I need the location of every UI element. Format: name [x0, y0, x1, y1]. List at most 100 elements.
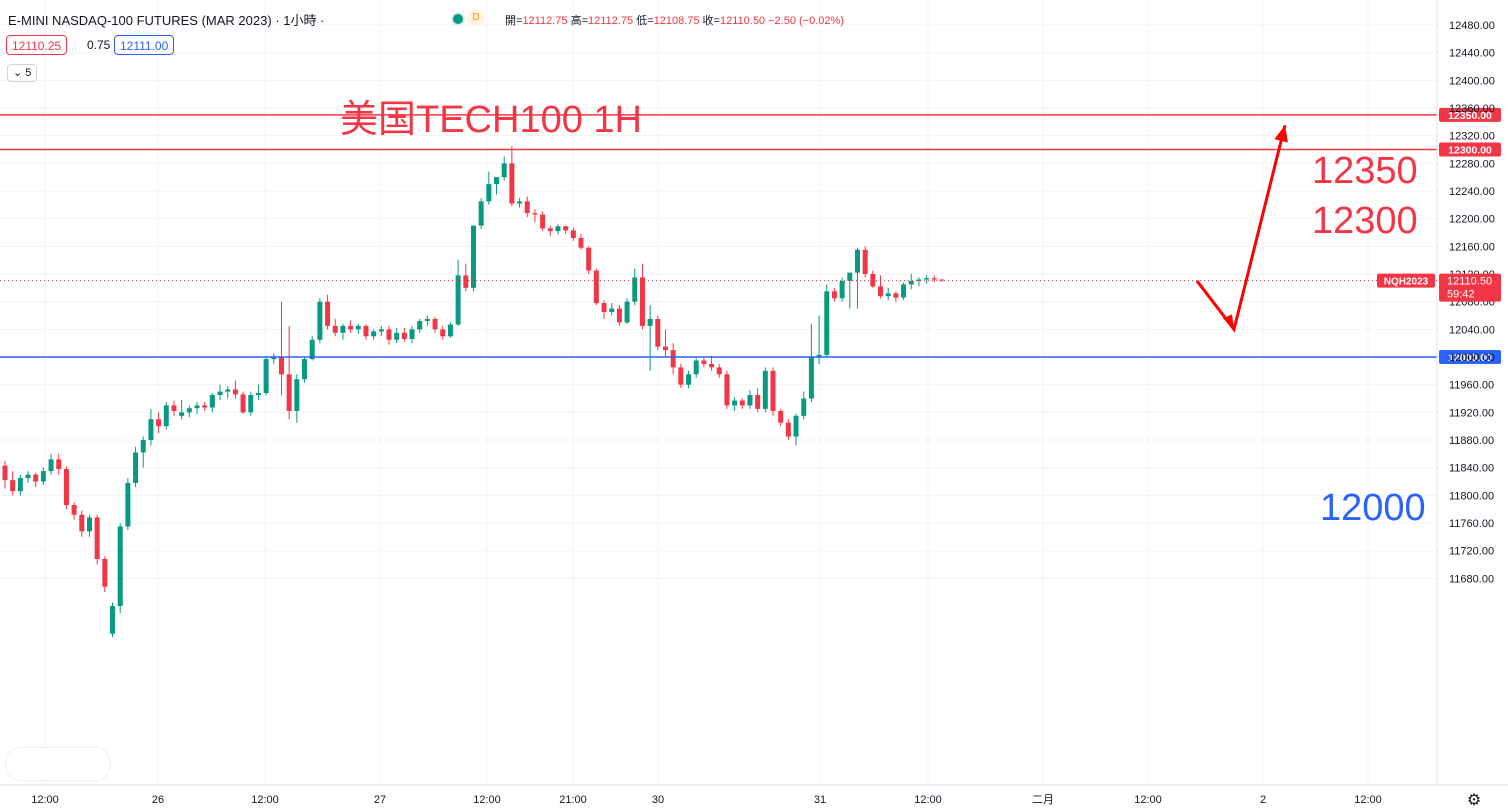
y-tick-label: 12280.00: [1449, 158, 1495, 170]
buy-price-button[interactable]: 12111.00: [114, 35, 175, 55]
change-value: −2.50 (−0.02%): [768, 15, 844, 27]
candle-body: [624, 301, 630, 323]
x-tick-label: 27: [374, 794, 386, 806]
indicator-toggle-button[interactable]: ⌄ 5: [7, 64, 38, 82]
candle-body: [225, 389, 231, 392]
candle-series: [2, 146, 945, 638]
y-tick-label: 12240.00: [1449, 186, 1495, 198]
status-badge[interactable]: D: [467, 10, 485, 26]
symbol-tag: [1377, 273, 1435, 288]
candle-body: [332, 325, 338, 333]
y-tick-label: 12160.00: [1449, 241, 1495, 253]
candle-body: [179, 412, 185, 416]
candle-body: [931, 278, 937, 280]
candle-body: [655, 318, 661, 347]
x-tick-label: 12:00: [1134, 794, 1162, 806]
candle-body: [570, 230, 576, 239]
open-label: 開=: [505, 15, 523, 27]
x-tick-label: 31: [814, 794, 826, 806]
candle-body: [110, 606, 116, 634]
market-open-dot-icon: [451, 12, 465, 26]
candle-body: [854, 249, 860, 273]
candle-body: [724, 374, 730, 406]
candle-body: [716, 367, 722, 375]
candle-body: [801, 398, 807, 416]
y-tick-label: 12040.00: [1449, 324, 1495, 336]
close-label: 收=: [702, 15, 720, 27]
candle-body: [524, 201, 530, 214]
candle-body: [747, 395, 753, 406]
candle-body: [286, 374, 292, 411]
y-tick-label: 11920.00: [1449, 407, 1494, 419]
chevron-down-icon: ⌄: [13, 67, 23, 79]
time-axis[interactable]: 12:00 26 12:00 27 12:00 21:00 30 31 12:00 二月 12:00…: [0, 784, 1508, 809]
candle-body: [232, 389, 238, 395]
candle-body: [2, 465, 8, 481]
open-value: 12112.75: [522, 15, 568, 27]
candle-body: [709, 363, 715, 368]
candle-body: [186, 408, 192, 413]
candle-body: [94, 517, 100, 559]
candle-body: [901, 284, 907, 298]
y-tick-label: 11960.00: [1449, 380, 1494, 392]
y-tick-label: 12200.00: [1449, 214, 1495, 226]
level-tag-label: 12300.00: [1448, 145, 1492, 157]
candle-body: [601, 303, 607, 313]
candle-body: [878, 286, 884, 297]
symbol-title[interactable]: E-MINI NASDAQ-100 FUTURES (MAR 2023) · 1…: [8, 13, 325, 28]
sell-price-button[interactable]: 12110.25: [6, 35, 68, 55]
candle-body: [486, 184, 492, 202]
level-tag: [1439, 350, 1501, 365]
candle-body: [616, 308, 622, 323]
candle-body: [532, 213, 538, 215]
candle-body: [839, 280, 845, 299]
candle-body: [317, 301, 323, 340]
candle-body: [762, 370, 768, 409]
y-tick-label: 12480.00: [1449, 20, 1495, 32]
y-tick-label: 12360.00: [1449, 103, 1495, 115]
candle-body: [755, 395, 761, 409]
candle-body: [10, 480, 16, 492]
candle-body: [194, 405, 200, 409]
candle-body: [701, 360, 707, 364]
candle-body: [240, 394, 246, 413]
level-tag: [1439, 107, 1501, 122]
price-axis[interactable]: 11680.00 11720.00 11760.00 11800.00 11840.00…: [1436, 0, 1495, 785]
candle-body: [517, 201, 523, 204]
chart-controls-pill[interactable]: [5, 747, 111, 781]
candle-body: [732, 400, 738, 406]
candle-body: [148, 419, 154, 441]
candle-body: [248, 395, 254, 413]
candle-body: [125, 482, 131, 527]
candle-body: [455, 275, 461, 325]
chart-annotation-title: 美国TECH100 1H: [340, 99, 642, 141]
candle-body: [217, 391, 223, 396]
candle-body: [378, 329, 384, 332]
candle-body: [56, 459, 62, 470]
level-lines: 12350.00 12300.00 12000.00: [0, 107, 1501, 365]
level-tag-label: 12350.00: [1448, 110, 1492, 122]
candle-body: [133, 452, 139, 483]
candle-body: [509, 163, 515, 204]
candle-body: [63, 469, 69, 506]
candle-body: [540, 214, 546, 229]
y-tick-label: 11760.00: [1449, 518, 1494, 530]
candle-body: [770, 370, 776, 411]
candle-body: [371, 331, 377, 337]
y-tick-label: 12400.00: [1449, 75, 1495, 87]
y-tick-label: 11840.00: [1449, 463, 1494, 475]
candle-body: [916, 279, 922, 281]
spread-value: 0.75: [87, 38, 111, 52]
candle-body: [470, 225, 476, 288]
candle-body: [793, 415, 799, 437]
candle-body: [609, 308, 615, 313]
candle-body: [778, 410, 784, 423]
annotation-12300: 12300: [1312, 200, 1418, 242]
candle-body: [593, 270, 599, 304]
y-tick-label: 12000.00: [1449, 352, 1495, 364]
candle-body: [824, 291, 830, 355]
chart-grid: [0, 0, 1437, 785]
candle-body: [17, 478, 23, 492]
